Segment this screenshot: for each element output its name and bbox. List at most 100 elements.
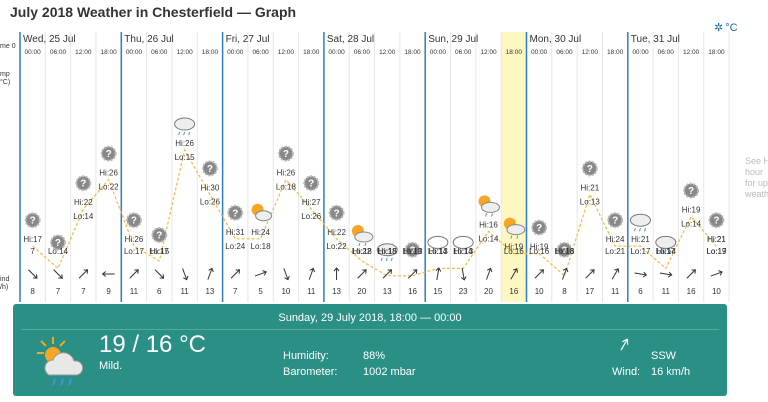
temperature-label: Hi:24 [251, 228, 270, 237]
question-icon[interactable]: ? [708, 212, 725, 229]
temperature-label: Lo:18 [352, 247, 373, 256]
wind-speed-label: 17 [585, 287, 594, 296]
question-icon[interactable]: ? [151, 227, 168, 243]
cloud-icon[interactable] [427, 235, 449, 249]
time-label: 06:00 [658, 49, 675, 56]
question-icon[interactable]: ? [75, 175, 92, 192]
wind-arrow-icon [357, 269, 367, 279]
svg-text:?: ? [207, 164, 213, 175]
temperature-label: Lo:14 [478, 234, 499, 243]
temperature-label: Hi:16 [555, 247, 574, 256]
temperature-label: Hi:17 [150, 247, 169, 256]
day-header[interactable]: Mon, 30 Jul [530, 34, 582, 45]
day-header[interactable]: Sat, 28 Jul [327, 34, 374, 45]
unit-toggle[interactable]: ✲ °C [714, 21, 738, 34]
question-icon[interactable]: ? [556, 241, 573, 258]
time-label: 00:00 [430, 49, 447, 56]
svg-text:?: ? [55, 238, 61, 249]
time-label: 06:00 [556, 49, 573, 56]
question-icon[interactable]: ? [581, 160, 598, 177]
question-icon[interactable]: ? [125, 212, 142, 229]
rain-cloud-icon[interactable] [376, 243, 398, 261]
wind-speed-label: 5 [258, 287, 263, 296]
temperature-label: Hi:21 [631, 235, 650, 244]
day-header[interactable]: Sun, 29 Jul [428, 34, 478, 45]
detail-desc: Mild. [99, 360, 123, 372]
side-note-line: See H [745, 156, 768, 166]
cloud-icon[interactable] [452, 235, 474, 249]
temperature-label: Lo:22 [99, 183, 120, 192]
temperature-label: Lo:13 [580, 197, 601, 206]
time-label: 06:00 [252, 49, 269, 56]
wind-speed-label: 11 [611, 287, 620, 296]
barometer-value: 1002 mbar [363, 366, 416, 378]
question-icon[interactable]: ? [607, 212, 624, 229]
side-note: See H hour for up weath [745, 156, 768, 200]
wind-speed-label: 7 [81, 287, 86, 296]
wind-arrow-icon [308, 267, 316, 280]
weather-graph[interactable]: Wed, 25 Jul 00:00 06:00 12:00 18:00 Thu, 26 J… [0, 28, 768, 304]
temperature-label: Lo:21 [605, 247, 626, 256]
temperature-label: Lo:16 [529, 247, 550, 256]
axis-text: me [0, 43, 10, 50]
wind-speed-label: 8 [30, 287, 35, 296]
time-label: 00:00 [531, 49, 548, 56]
question-icon[interactable]: ? [201, 160, 218, 177]
temperature-label: Lo:17 [706, 247, 727, 256]
question-icon[interactable]: ? [404, 241, 421, 258]
wind-speed-label: 9 [106, 287, 111, 296]
question-icon[interactable]: ? [277, 145, 294, 162]
temperature-label: Hi:19 [504, 243, 523, 252]
rain-icon[interactable] [174, 117, 196, 136]
time-label: 18:00 [202, 49, 219, 56]
day-header[interactable]: Fri, 27 Jul [226, 34, 270, 45]
temperature-label: Lo:15 [149, 247, 170, 256]
wind-value: 16 km/h [651, 366, 691, 378]
temperature-label: Lo:24 [225, 242, 246, 251]
rain-cloud-icon[interactable] [655, 235, 677, 254]
wind-arrow-icon [611, 268, 620, 280]
temperature-label: Hi:17 [23, 235, 42, 244]
partly-rain-icon[interactable] [503, 217, 526, 239]
sun-icon[interactable]: ? [24, 212, 41, 229]
question-icon[interactable]: ? [49, 234, 66, 251]
temperature-label: Lo:14 [681, 220, 702, 229]
day-header[interactable]: Wed, 25 Jul [23, 34, 76, 45]
temperature-label: Hi:30 [201, 183, 220, 192]
wind-arrow-icon [283, 268, 290, 281]
temperature-label: Lo:18 [251, 242, 272, 251]
question-icon[interactable]: ? [328, 204, 345, 221]
wind-arrow-icon [230, 269, 241, 279]
question-icon[interactable]: ? [100, 145, 117, 162]
wind-arrow-icon [129, 269, 139, 279]
question-icon[interactable]: ? [683, 182, 700, 199]
gear-icon[interactable]: ✲ [714, 22, 724, 34]
rain-cloud-icon[interactable] [629, 213, 651, 232]
day-header[interactable]: Thu, 26 Jul [124, 34, 173, 45]
day-header[interactable]: Tue, 31 Jul [631, 34, 680, 45]
time-label: 12:00 [75, 49, 92, 56]
question-icon[interactable]: ? [303, 175, 320, 192]
wind-arrow-icon [485, 267, 493, 280]
partly-rain-icon[interactable] [351, 225, 374, 247]
wind-direction: SSW [651, 350, 677, 362]
time-label: 18:00 [708, 49, 725, 56]
partly-sun-icon[interactable] [251, 203, 273, 222]
time-label: 00:00 [328, 49, 345, 56]
wind-speed-label: 10 [535, 287, 544, 296]
svg-text:?: ? [713, 216, 719, 227]
svg-text:?: ? [131, 216, 137, 227]
axis-wind-label: ind/h) [0, 276, 9, 292]
time-label: 18:00 [607, 49, 624, 56]
wind-arrow-icon [460, 268, 467, 281]
axis-text: 0 [11, 43, 16, 50]
humidity-value: 88% [363, 350, 386, 362]
time-label: 06:00 [354, 49, 371, 56]
partly-rain-icon[interactable] [478, 195, 501, 217]
side-note-line: for up [745, 178, 768, 188]
temperature-label: Lo:13 [453, 247, 474, 256]
wind-arrow-icon [585, 269, 595, 279]
question-icon[interactable]: ? [531, 219, 548, 236]
time-label: 12:00 [176, 49, 193, 56]
question-icon[interactable]: ? [227, 204, 244, 221]
